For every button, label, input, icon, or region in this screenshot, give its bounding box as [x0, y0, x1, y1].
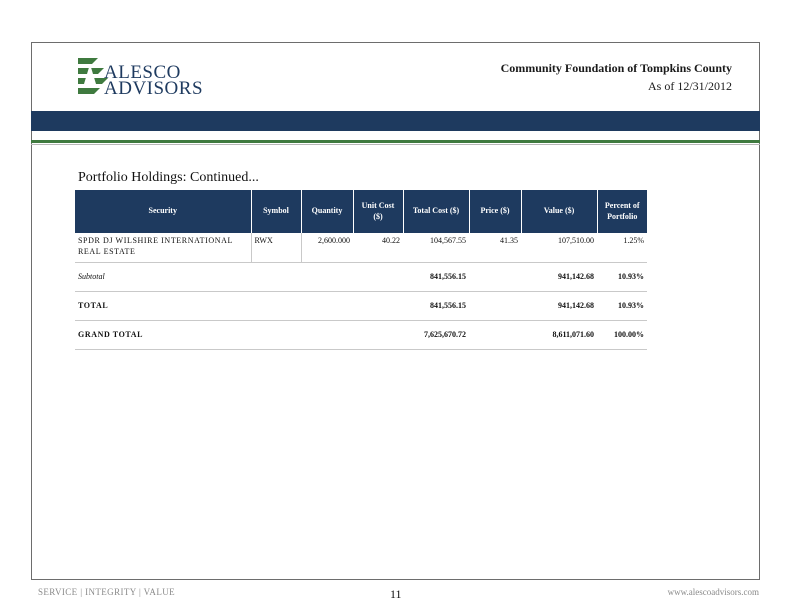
- col-header-total-cost: Total Cost ($): [403, 190, 470, 233]
- header-band: [31, 111, 760, 131]
- grand-total-row: GRAND TOTAL 7,625,670.72 8,611,071.60 10…: [75, 320, 647, 350]
- subtotal-total-cost: 841,556.15: [403, 262, 469, 292]
- col-header-unit-cost: Unit Cost ($): [353, 190, 404, 233]
- footer-motto: SERVICE | INTEGRITY | VALUE: [38, 587, 176, 597]
- section-title: Portfolio Holdings: Continued...: [78, 170, 259, 185]
- cell-percent: 1.25%: [597, 233, 647, 263]
- cell-price: 41.35: [469, 233, 521, 263]
- col-header-value: Value ($): [521, 190, 598, 233]
- footer-url: www.alescoadvisors.com: [667, 587, 759, 597]
- grand-total-value: 8,611,071.60: [521, 320, 597, 350]
- cell-security: SPDR DJ WILSHIRE INTERNATIONAL REAL ESTA…: [75, 233, 252, 263]
- subtotal-label: Subtotal: [75, 262, 251, 292]
- star-logo-icon: [78, 58, 108, 94]
- report-date: As of 12/31/2012: [648, 79, 732, 93]
- table-header-row: Security Symbol Quantity Unit Cost ($) T…: [75, 190, 647, 233]
- col-header-symbol: Symbol: [251, 190, 302, 233]
- alesco-logo: ALESCO ADVISORS: [78, 56, 203, 99]
- cell-quantity: 2,600.000: [301, 233, 353, 263]
- col-header-security: Security: [75, 190, 252, 233]
- subtotal-value: 941,142.68: [521, 262, 597, 292]
- subtotal-row: Subtotal 841,556.15 941,142.68 10.93%: [75, 262, 647, 292]
- page-number: 11: [390, 587, 402, 601]
- client-name: Community Foundation of Tompkins County: [500, 61, 732, 75]
- col-header-quantity: Quantity: [301, 190, 354, 233]
- logo-wordmark-line1: ALESCO: [104, 62, 181, 83]
- logo-wordmark-line2: ADVISORS: [104, 78, 204, 99]
- col-header-percent: Percent of Portfolio: [597, 190, 647, 233]
- grand-total-label: GRAND TOTAL: [75, 320, 251, 350]
- grand-total-percent: 100.00%: [597, 320, 647, 350]
- total-label: TOTAL: [75, 291, 251, 321]
- total-row: TOTAL 841,556.15 941,142.68 10.93%: [75, 291, 647, 321]
- holdings-table: Security Symbol Quantity Unit Cost ($) T…: [75, 190, 647, 350]
- gray-divider: [31, 144, 760, 145]
- total-value: 941,142.68: [521, 291, 597, 321]
- subtotal-percent: 10.93%: [597, 262, 647, 292]
- grand-total-total-cost: 7,625,670.72: [403, 320, 469, 350]
- cell-total-cost: 104,567.55: [403, 233, 469, 263]
- total-percent: 10.93%: [597, 291, 647, 321]
- total-total-cost: 841,556.15: [403, 291, 469, 321]
- cell-value: 107,510.00: [521, 233, 597, 263]
- table-row: SPDR DJ WILSHIRE INTERNATIONAL REAL ESTA…: [75, 233, 647, 263]
- col-header-price: Price ($): [469, 190, 522, 233]
- cell-symbol: RWX: [251, 233, 302, 263]
- cell-unit-cost: 40.22: [353, 233, 403, 263]
- green-divider: [31, 140, 760, 143]
